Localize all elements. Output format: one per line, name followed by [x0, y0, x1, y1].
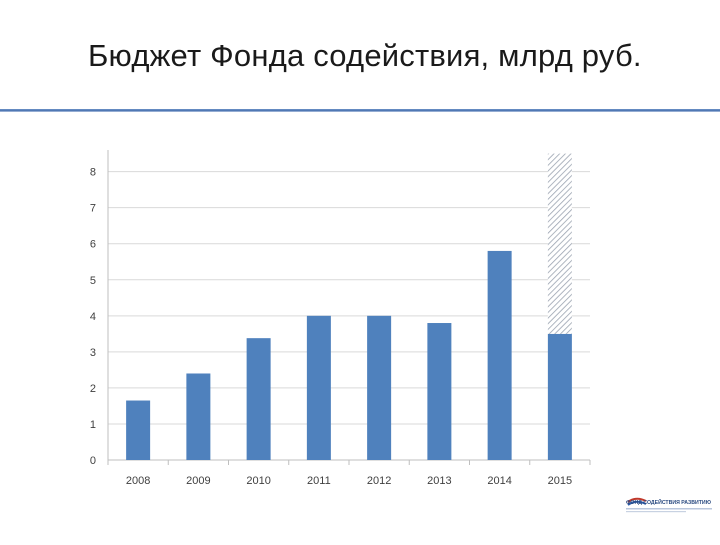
x-tick-label: 2014: [487, 475, 511, 487]
x-tick-label: 2012: [367, 475, 391, 487]
x-tick-label: 2008: [126, 475, 150, 487]
fund-logo: ФОНД СОДЕЙСТВИЯ РАЗВИТИЮ: [624, 494, 716, 524]
x-tick-label: 2010: [246, 475, 270, 487]
tick-labels: 0 1 2 3 4 5 6 7 8 2008 2009 2010 2011 2012 2013 2014 201…: [90, 167, 572, 487]
axes: [107, 150, 591, 465]
bars: [126, 153, 572, 460]
bar-2009: [186, 373, 211, 460]
y-tick-label: 4: [90, 311, 96, 323]
title-divider: [0, 109, 720, 112]
bar-2012: [367, 315, 392, 460]
x-tick-label: 2013: [427, 475, 451, 487]
y-tick-label: 7: [90, 203, 96, 215]
y-tick-label: 3: [90, 347, 96, 359]
gridlines: [108, 171, 590, 425]
x-tick-label: 2011: [307, 475, 331, 487]
x-tick-label: 2015: [548, 475, 572, 487]
bar-2008: [126, 400, 151, 460]
bar-2013: [427, 323, 452, 460]
x-tick-label: 2009: [186, 475, 210, 487]
y-tick-label: 1: [90, 419, 96, 431]
bar-2014: [487, 250, 512, 460]
bar-2011: [306, 315, 331, 460]
bar-2015: [547, 333, 572, 460]
y-tick-label: 6: [90, 239, 96, 251]
y-tick-label: 0: [90, 455, 96, 467]
y-tick-label: 8: [90, 167, 96, 179]
logo-text: ФОНД СОДЕЙСТВИЯ РАЗВИТИЮ: [626, 498, 712, 506]
fund-logo-icon: ФОНД СОДЕЙСТВИЯ РАЗВИТИЮ: [626, 497, 712, 513]
y-tick-label: 5: [90, 275, 96, 287]
y-tick-label: 2: [90, 383, 96, 395]
bar-hatched-2015: [547, 153, 572, 334]
slide-title: Бюджет Фонда содействия, млрд руб.: [88, 38, 642, 73]
bar-2010: [246, 338, 271, 460]
